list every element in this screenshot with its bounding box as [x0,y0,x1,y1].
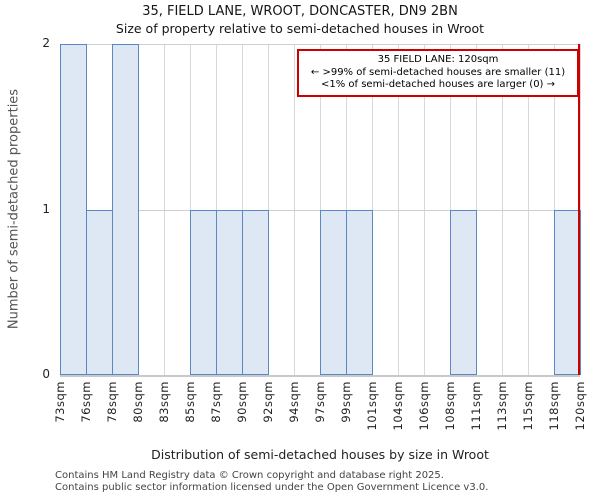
x-tick-label: 115sqm [520,381,535,431]
y-axis-title: Number of semi-detached properties [6,88,22,330]
x-tick-label: 111sqm [468,381,483,431]
x-tick-label: 73sqm [52,381,67,423]
chart-subtitle: Size of property relative to semi-detach… [115,21,485,36]
x-tick-label: 106sqm [416,381,431,431]
histogram-bar [554,209,581,375]
gridline-horizontal [60,44,580,45]
histogram-bar [216,209,243,375]
x-tick-label: 85sqm [182,381,197,423]
annotation-line-1: 35 FIELD LANE: 120sqm [377,54,499,65]
y-tick-label: 0 [42,367,50,381]
x-tick-label: 87sqm [208,381,223,423]
histogram-bar [450,209,477,375]
x-tick-label: 92sqm [260,381,275,423]
histogram-bar [320,209,347,375]
chart-title: 35, FIELD LANE, WROOT, DONCASTER, DN9 2B… [142,4,458,19]
footer-attribution-line-2: Contains public sector information licen… [55,482,489,493]
histogram-bar [190,209,217,375]
x-tick-label: 83sqm [156,381,171,423]
footer-attribution-line-1: Contains HM Land Registry data © Crown c… [55,470,444,481]
y-tick-label: 1 [42,201,50,216]
annotation-line-2: ← >99% of semi-detached houses are small… [310,66,566,78]
x-tick-label: 90sqm [234,381,249,423]
x-axis-title: Distribution of semi-detached houses by … [151,447,489,462]
x-tick-label: 76sqm [78,381,93,423]
histogram-bar [242,209,269,375]
y-tick-label: 2 [42,36,50,50]
x-tick-label: 108sqm [442,381,457,431]
histogram-bar [346,209,373,375]
x-tick-label: 120sqm [572,381,587,431]
histogram-bar [86,209,113,375]
x-tick-label: 97sqm [312,381,327,423]
property-annotation-box: 35 FIELD LANE: 120sqm ← >99% of semi-det… [297,49,579,97]
x-tick-label: 94sqm [286,381,301,423]
x-tick-label: 101sqm [364,381,379,431]
property-size-marker-line [578,44,580,375]
x-tick-label: 118sqm [546,381,561,431]
x-tick-label: 104sqm [390,381,405,431]
histogram-bar [112,44,139,375]
histogram-bar [60,44,87,375]
x-tick-label: 80sqm [130,381,145,423]
plot-area: 35 FIELD LANE: 120sqm ← >99% of semi-det… [60,44,581,377]
x-tick-label: 99sqm [338,381,353,423]
x-tick-label: 113sqm [494,381,509,431]
x-tick-label: 78sqm [104,381,119,423]
annotation-line-3: <1% of semi-detached houses are larger (… [320,79,556,90]
